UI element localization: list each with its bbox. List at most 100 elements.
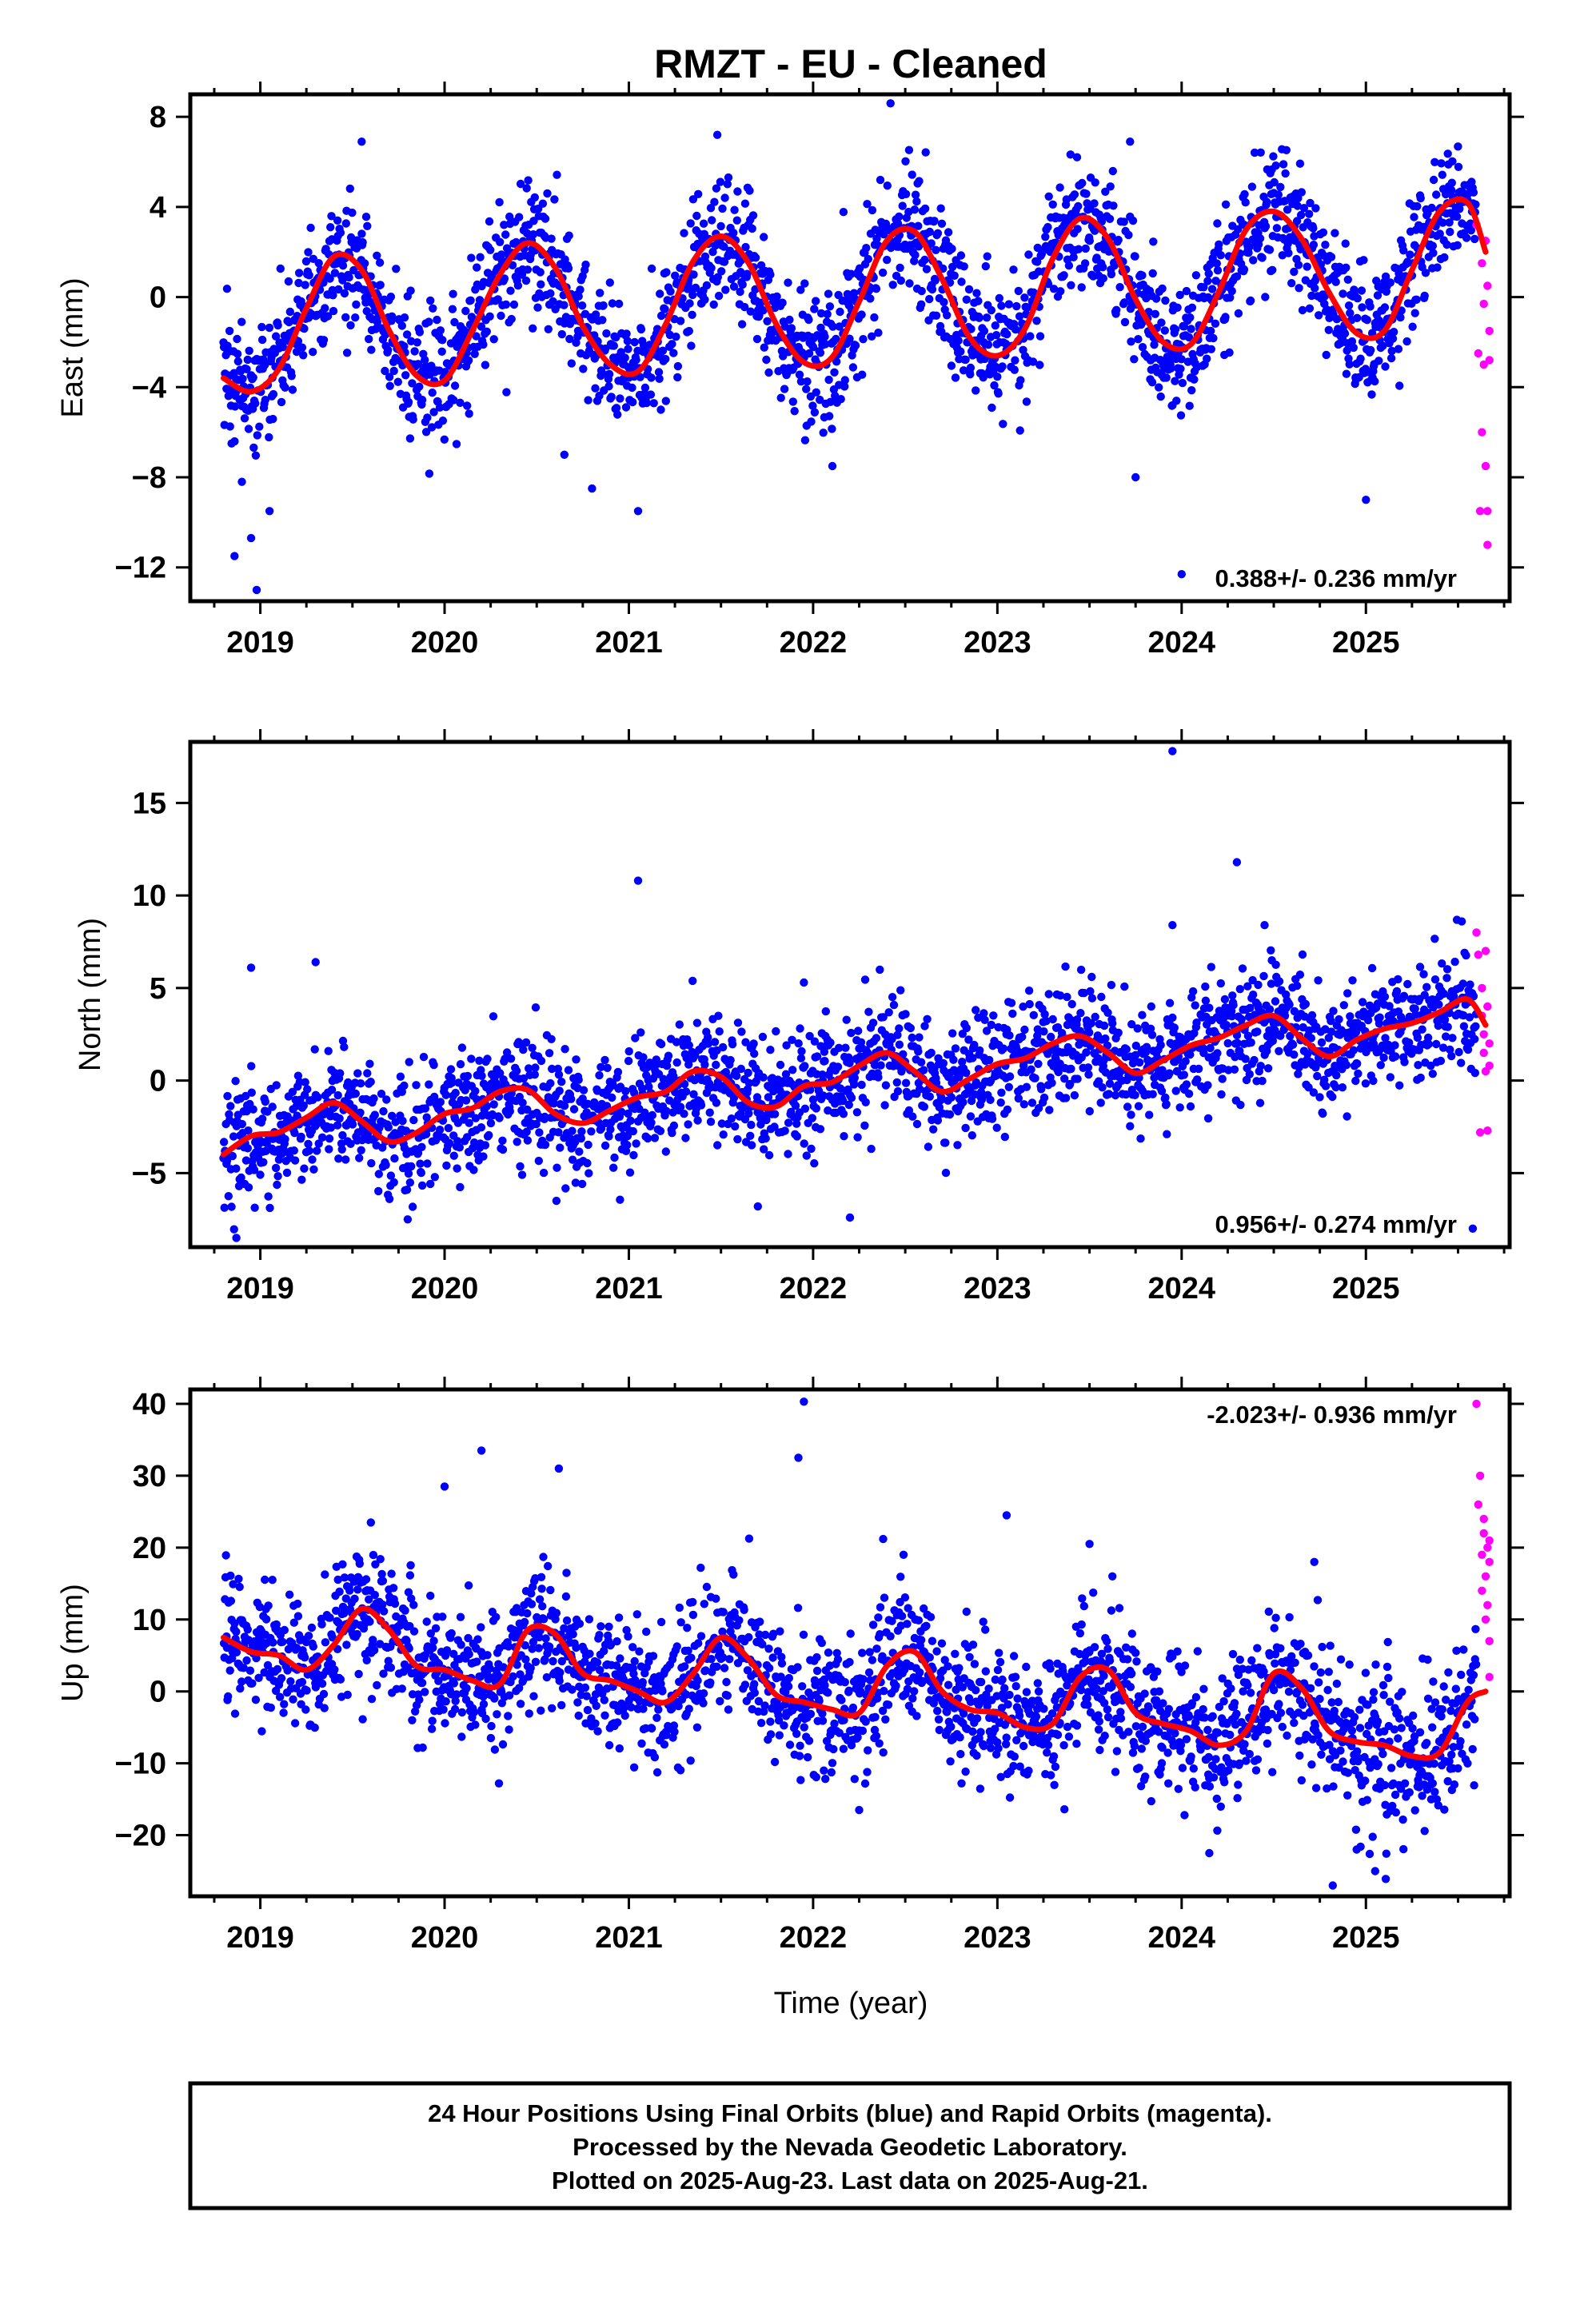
data-point: [1008, 1010, 1016, 1018]
data-point: [417, 1143, 425, 1151]
data-point: [1077, 966, 1085, 974]
rapid-point: [1486, 1039, 1494, 1047]
data-point: [1275, 1047, 1283, 1055]
data-point: [355, 1154, 363, 1162]
data-point: [226, 1572, 234, 1580]
data-point: [445, 1124, 453, 1132]
data-point: [738, 320, 746, 328]
data-point: [1222, 201, 1230, 209]
data-point: [824, 376, 832, 384]
data-point: [1176, 1103, 1184, 1111]
data-point: [369, 1094, 377, 1102]
outlier-point: [634, 876, 642, 884]
x-tick-label: 2023: [964, 626, 1031, 660]
data-point: [524, 176, 532, 184]
data-point: [1171, 1023, 1179, 1031]
data-point: [922, 148, 930, 156]
data-point: [1009, 265, 1017, 273]
y-tick-label: 5: [150, 972, 166, 1006]
data-point: [1470, 235, 1478, 243]
data-point: [1471, 1022, 1479, 1030]
data-point: [1375, 1014, 1383, 1022]
data-point: [237, 318, 245, 326]
data-point: [499, 1146, 507, 1154]
data-point: [952, 373, 960, 381]
data-point: [379, 1107, 387, 1115]
data-point: [860, 1122, 868, 1130]
data-point: [896, 1041, 904, 1049]
data-point: [301, 1078, 309, 1086]
data-point: [537, 1057, 545, 1065]
data-point: [506, 1107, 514, 1115]
data-point: [308, 1624, 316, 1632]
data-point: [406, 1178, 414, 1186]
data-point: [281, 1626, 289, 1634]
data-point: [921, 205, 929, 213]
data-point: [438, 348, 446, 356]
data-point: [776, 1061, 784, 1069]
data-point: [226, 422, 234, 430]
data-point: [1470, 1035, 1478, 1043]
data-point: [862, 244, 870, 252]
data-point: [603, 1064, 611, 1072]
data-point: [1100, 1022, 1108, 1030]
data-point: [249, 373, 257, 381]
data-point: [713, 1141, 721, 1149]
data-point: [223, 285, 231, 293]
data-point: [1123, 1102, 1131, 1110]
data-point: [568, 1127, 576, 1135]
data-point: [1177, 411, 1185, 419]
data-point: [405, 1170, 413, 1178]
data-point: [1195, 1065, 1203, 1073]
data-point: [905, 146, 913, 154]
data-point: [1149, 269, 1157, 277]
data-point: [445, 1139, 453, 1147]
data-point: [462, 1096, 470, 1104]
data-point: [899, 201, 907, 209]
data-point: [227, 1202, 235, 1210]
data-point: [405, 398, 413, 406]
data-point: [1045, 990, 1053, 998]
data-point: [609, 1164, 617, 1172]
data-point: [1056, 287, 1064, 295]
data-point: [869, 1018, 877, 1026]
data-point: [1155, 383, 1163, 391]
rapid-point: [1483, 507, 1491, 515]
data-point: [662, 1147, 670, 1155]
data-point: [1098, 1083, 1106, 1091]
data-point: [423, 1159, 431, 1167]
data-point: [963, 296, 971, 304]
data-point: [241, 414, 249, 422]
data-point: [1201, 983, 1209, 991]
data-point: [1016, 426, 1024, 434]
data-point: [560, 301, 568, 309]
data-point: [1430, 935, 1438, 943]
data-point: [317, 1620, 325, 1628]
data-point: [1314, 976, 1322, 984]
data-point: [513, 1138, 521, 1146]
data-point: [595, 1071, 603, 1079]
data-point: [942, 1169, 950, 1177]
data-point: [984, 253, 991, 261]
data-point: [1240, 265, 1248, 273]
outlier-point: [846, 1214, 854, 1222]
data-point: [1127, 337, 1135, 345]
data-point: [721, 285, 729, 293]
data-point: [273, 321, 281, 329]
data-point: [749, 1039, 757, 1047]
data-point: [1034, 1060, 1042, 1068]
data-point: [249, 1106, 257, 1114]
data-point: [1381, 362, 1389, 370]
data-point: [281, 384, 289, 392]
data-point: [1020, 293, 1028, 301]
data-point: [961, 1124, 969, 1132]
data-point: [1346, 309, 1354, 317]
data-point: [553, 1164, 561, 1172]
data-point: [1442, 974, 1450, 982]
data-point: [841, 1044, 849, 1052]
data-point: [429, 1061, 437, 1069]
data-point: [624, 337, 632, 345]
data-point: [1229, 1001, 1237, 1009]
data-point: [682, 1087, 690, 1095]
data-point: [1289, 1041, 1297, 1049]
